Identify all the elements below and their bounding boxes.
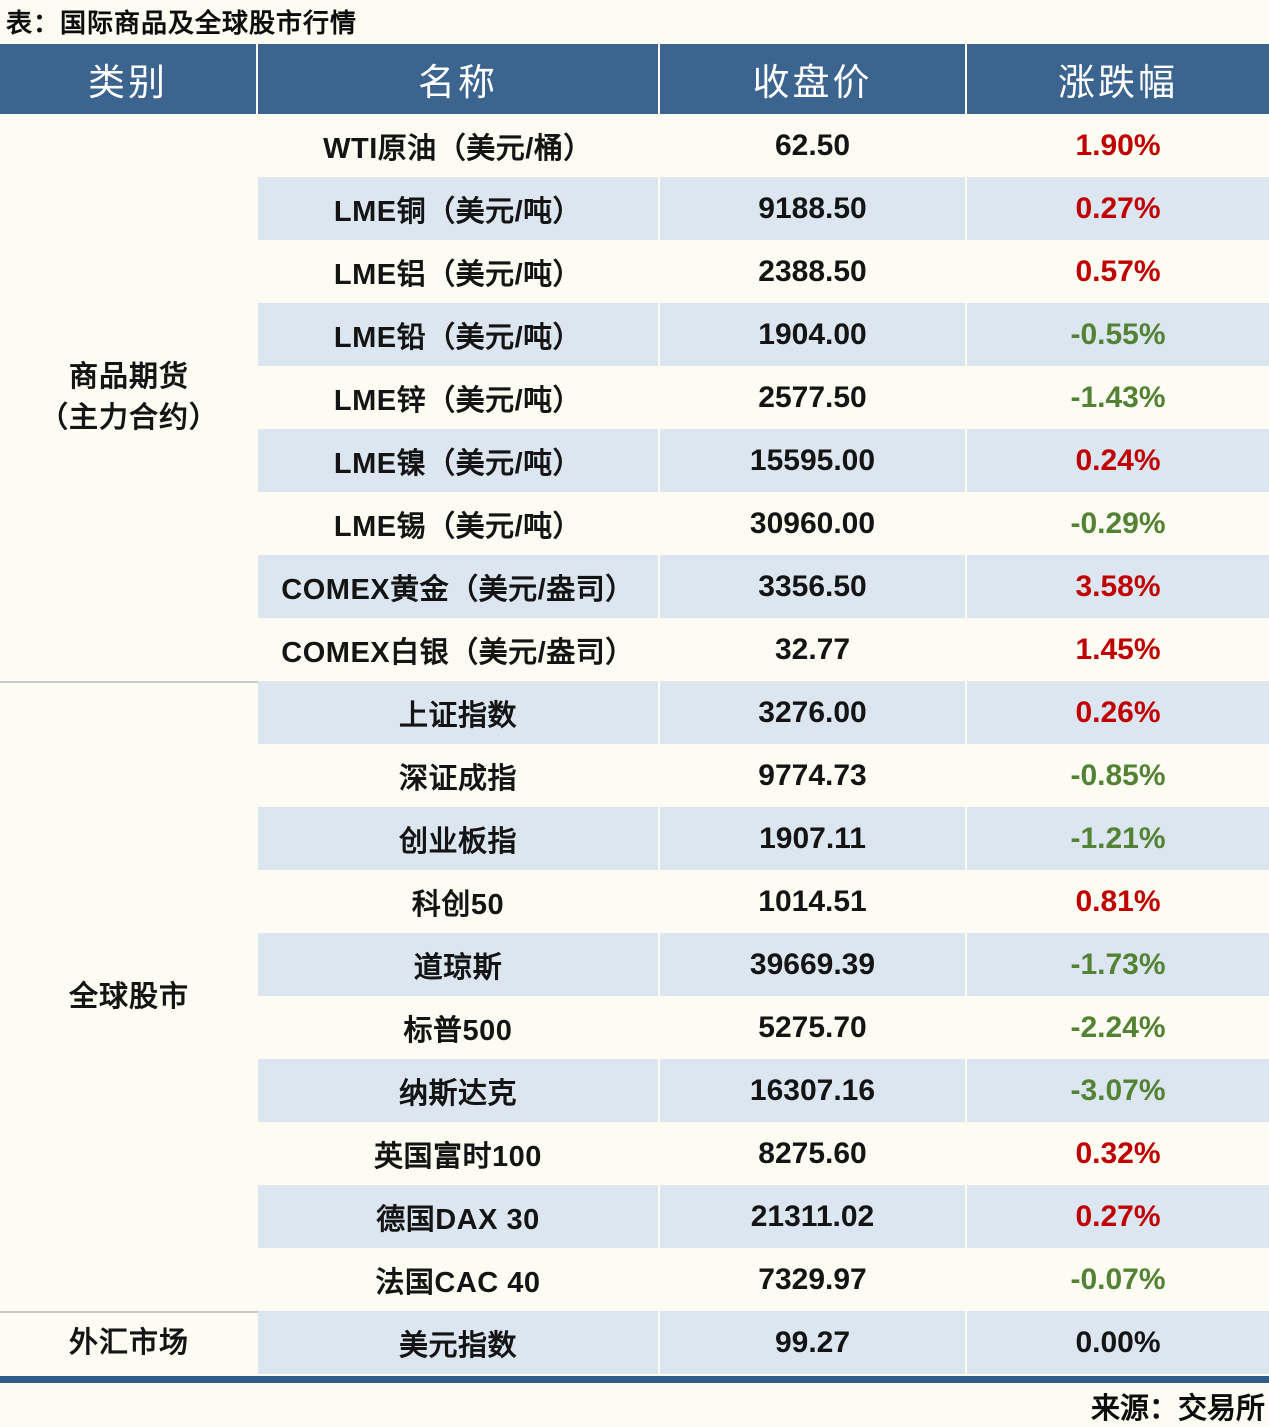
close-cell: 7329.97: [660, 1248, 967, 1311]
name-cell: 创业板指: [258, 807, 660, 870]
change-cell: 0.00%: [967, 1311, 1269, 1374]
name-cell: 英国富时100: [258, 1122, 660, 1185]
change-cell: 0.27%: [967, 1185, 1269, 1248]
close-cell: 3356.50: [660, 555, 967, 618]
close-cell: 32.77: [660, 618, 967, 681]
close-cell: 1904.00: [660, 303, 967, 366]
name-cell: 纳斯达克: [258, 1059, 660, 1122]
close-cell: 99.27: [660, 1311, 967, 1374]
category-line: 外汇市场: [68, 1327, 189, 1360]
column-header-close: 收盘价: [660, 44, 967, 114]
category-line: （主力合约）: [38, 401, 219, 434]
market-table: 类别 名称 收盘价 涨跌幅 商品期货 （主力合约） WTI原油（美元/桶） 62.50…: [0, 44, 1269, 1374]
change-cell: 1.45%: [1075, 632, 1161, 666]
change-cell: -2.24%: [1070, 1010, 1166, 1044]
name-cell: LME锡（美元/吨）: [258, 492, 660, 555]
change-cell: -0.55%: [967, 303, 1269, 366]
change-cell: -1.73%: [967, 933, 1269, 996]
close-cell: 3276.00: [660, 681, 967, 744]
change-cell: -0.29%: [1070, 506, 1166, 540]
name-cell: 深证成指: [258, 744, 660, 807]
change-cell: 1.90%: [1075, 128, 1161, 162]
name-cell: 科创50: [258, 870, 660, 933]
category-line: 全球股市: [68, 980, 189, 1013]
close-cell: 2577.50: [660, 366, 967, 429]
change-cell: 0.24%: [967, 429, 1269, 492]
change-cell: 0.26%: [967, 681, 1269, 744]
change-cell: -1.21%: [967, 807, 1269, 870]
table-title: 表：国际商品及全球股市行情: [6, 8, 358, 38]
category-cell: 外汇市场: [0, 1311, 258, 1374]
column-header-name: 名称: [258, 44, 660, 114]
close-cell: 30960.00: [660, 492, 967, 555]
name-cell: 道琼斯: [258, 933, 660, 996]
close-cell: 15595.00: [660, 429, 967, 492]
name-cell: LME镍（美元/吨）: [258, 429, 660, 492]
change-cell: -3.07%: [967, 1059, 1269, 1122]
name-cell: 上证指数: [258, 681, 660, 744]
change-cell: -0.07%: [1070, 1262, 1166, 1296]
change-cell: 0.27%: [967, 177, 1269, 240]
close-cell: 9188.50: [660, 177, 967, 240]
change-cell: 0.81%: [1075, 884, 1161, 918]
close-cell: 1014.51: [660, 870, 967, 933]
close-cell: 2388.50: [660, 240, 967, 303]
name-cell: LME铝（美元/吨）: [258, 240, 660, 303]
name-cell: COMEX黄金（美元/盎司）: [258, 555, 660, 618]
change-cell: -0.85%: [1070, 758, 1166, 792]
close-cell: 21311.02: [660, 1185, 967, 1248]
name-cell: 法国CAC 40: [258, 1248, 660, 1311]
name-cell: WTI原油（美元/桶）: [258, 114, 660, 177]
category-cell: 全球股市: [0, 681, 258, 1311]
name-cell: 德国DAX 30: [258, 1185, 660, 1248]
change-cell: 0.32%: [1075, 1136, 1161, 1170]
source-note: 来源：交易所: [1090, 1393, 1265, 1425]
change-cell: 3.58%: [967, 555, 1269, 618]
close-cell: 39669.39: [660, 933, 967, 996]
name-cell: LME锌（美元/吨）: [258, 366, 660, 429]
name-cell: LME铜（美元/吨）: [258, 177, 660, 240]
close-cell: 62.50: [660, 114, 967, 177]
table-bottom-border: [0, 1376, 1269, 1383]
change-cell: -1.43%: [1070, 380, 1166, 414]
close-cell: 5275.70: [660, 996, 967, 1059]
category-line: 商品期货: [68, 360, 189, 393]
column-header-category: 类别: [0, 44, 258, 114]
change-cell: 0.57%: [1075, 254, 1161, 288]
close-cell: 1907.11: [660, 807, 967, 870]
name-cell: 标普500: [258, 996, 660, 1059]
close-cell: 9774.73: [660, 744, 967, 807]
close-cell: 16307.16: [660, 1059, 967, 1122]
name-cell: 美元指数: [258, 1311, 660, 1374]
name-cell: LME铅（美元/吨）: [258, 303, 660, 366]
close-cell: 8275.60: [660, 1122, 967, 1185]
name-cell: COMEX白银（美元/盎司）: [258, 618, 660, 681]
column-header-change: 涨跌幅: [967, 44, 1269, 114]
category-cell: 商品期货 （主力合约）: [0, 114, 258, 681]
